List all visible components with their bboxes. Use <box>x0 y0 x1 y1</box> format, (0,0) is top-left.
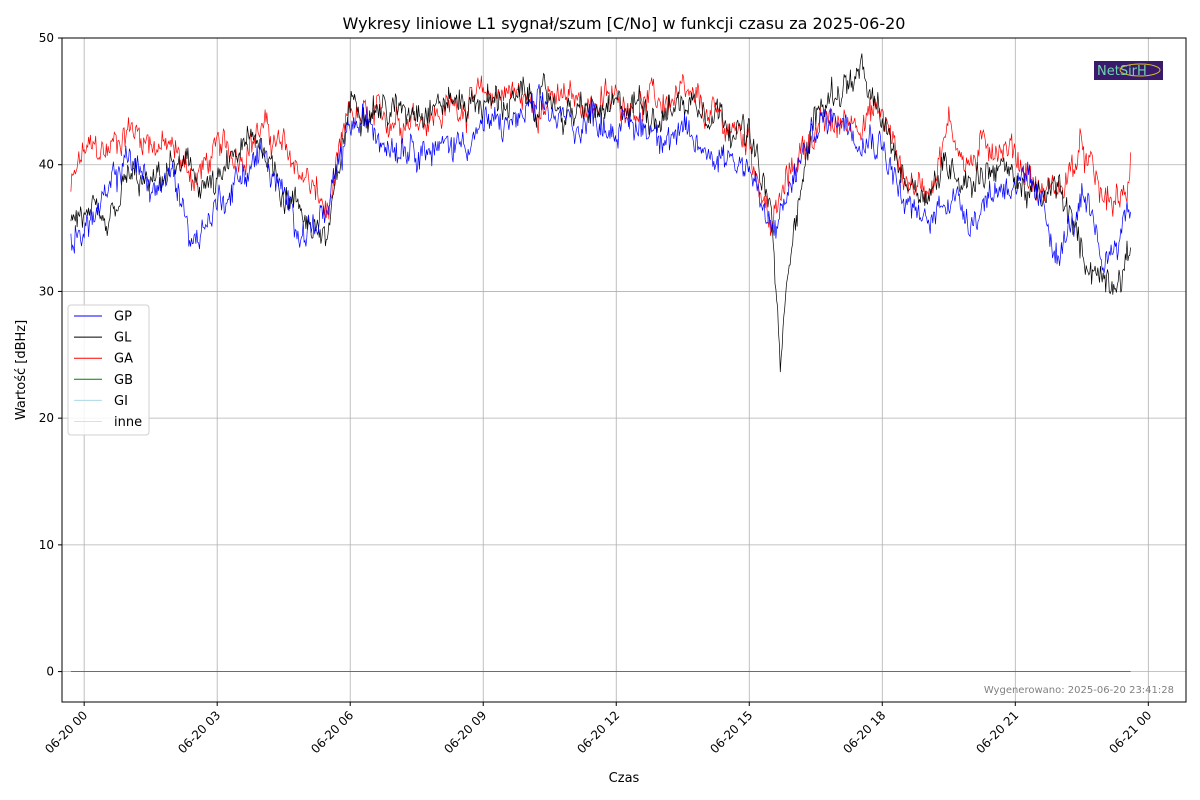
logo-text: NetSirH <box>1097 64 1147 79</box>
legend-label: GP <box>114 310 132 325</box>
series-line-gp <box>70 84 1131 274</box>
legend-label: GI <box>114 394 128 409</box>
x-tick-label: 06-21 00 <box>1106 708 1154 756</box>
legend-label: GA <box>114 352 133 367</box>
x-tick-label: 06-20 09 <box>441 708 489 756</box>
x-axis-label: Czas <box>609 771 640 786</box>
x-tick-label: 06-20 15 <box>707 708 755 756</box>
y-tick-label: 20 <box>39 411 54 425</box>
series-line-gl <box>70 53 1131 373</box>
legend-label: inne <box>114 415 142 430</box>
y-tick-label: 40 <box>39 158 54 172</box>
x-tick-label: 06-20 00 <box>42 708 90 756</box>
x-tick-label: 06-20 06 <box>308 708 356 756</box>
x-tick-label: 06-20 18 <box>840 708 888 756</box>
x-tick-label: 06-20 03 <box>175 708 223 756</box>
chart-title: Wykresy liniowe L1 sygnał/szum [C/No] w … <box>343 14 906 33</box>
y-tick-label: 30 <box>39 284 54 298</box>
legend-label: GL <box>114 331 132 346</box>
generated-footer: Wygenerowano: 2025-06-20 23:41:28 <box>984 685 1174 696</box>
x-tick-label: 06-20 21 <box>973 708 1021 756</box>
y-tick-label: 0 <box>46 665 54 679</box>
y-tick-label: 10 <box>39 538 54 552</box>
legend: GP GL GA GB GI inne <box>67 304 150 436</box>
legend-label: GB <box>114 373 133 388</box>
y-axis-label: Wartość [dBHz] <box>14 320 29 420</box>
logo: NetSirH <box>1094 61 1163 80</box>
x-tick-label: 06-20 12 <box>574 708 622 756</box>
y-tick-label: 50 <box>39 31 54 45</box>
plot-frame <box>61 37 1187 703</box>
series-line-ga <box>70 74 1131 236</box>
